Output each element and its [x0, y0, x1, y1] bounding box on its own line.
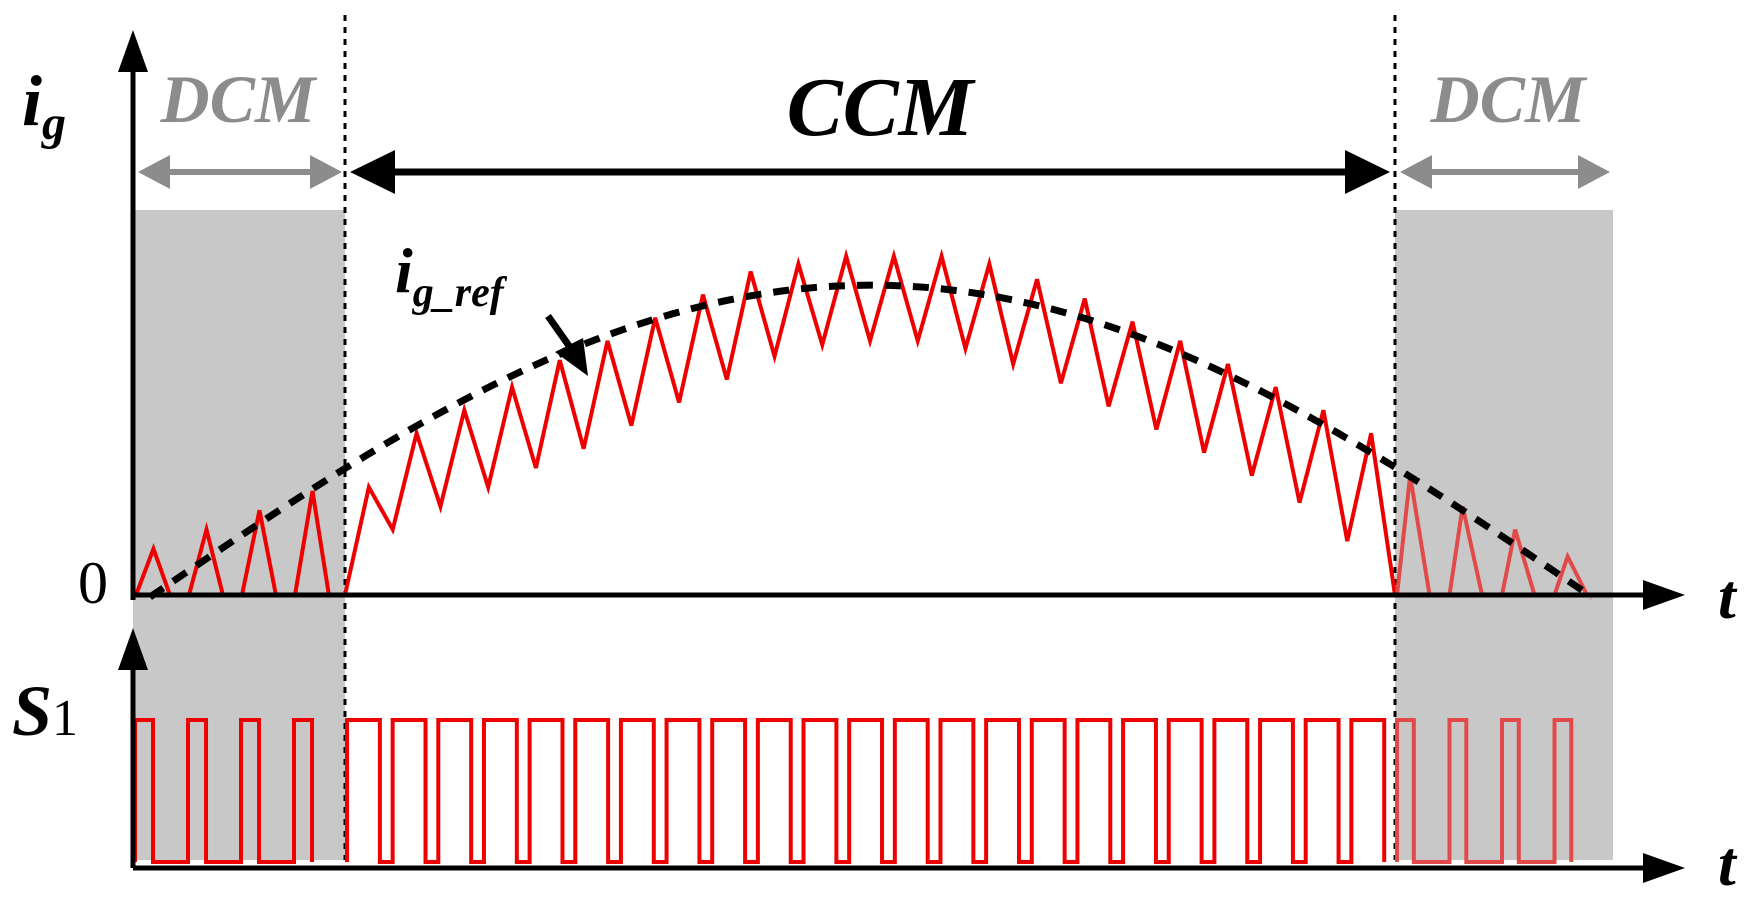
reference-current-curve	[148, 281, 1594, 600]
y-axis-label-bottom: S1	[12, 671, 78, 751]
dcm-left-current-pulse	[134, 542, 172, 596]
y-axis-top-arrow	[118, 30, 148, 72]
reference-sine	[148, 281, 1594, 600]
dcm-right-label: DCM	[1430, 61, 1588, 137]
ccm-switch-pulses	[345, 718, 1387, 864]
x-axis-bottom-arrow	[1643, 853, 1685, 883]
inductor-current-waveform	[134, 248, 1589, 596]
y-axis-label-top: ig	[22, 61, 66, 150]
ref-pointer-arrow	[545, 313, 588, 376]
dcm-right-current-pulse	[1552, 551, 1589, 596]
dcm-left-span-arrow	[138, 155, 342, 189]
ccm-span-arrow	[350, 150, 1390, 194]
t-label-top: t	[1718, 561, 1738, 632]
dcm-right-span-arrow	[1400, 155, 1610, 189]
ref-label: ig_ref	[395, 235, 508, 316]
ccm-current-ripple	[343, 248, 1397, 596]
zero-label: 0	[78, 550, 108, 616]
ccm-label: CCM	[787, 61, 977, 154]
dcm-left-label: DCM	[160, 61, 318, 137]
y-axis-bottom-arrow	[118, 628, 148, 670]
dcm-left-current-pulse	[293, 490, 331, 596]
t-label-bottom: t	[1718, 828, 1738, 899]
x-axis-top-arrow	[1643, 580, 1685, 610]
dcm-left-current-pulse	[240, 509, 278, 596]
dcm-left-current-pulse	[187, 521, 225, 596]
dcm-right-switch-pulses	[1395, 718, 1574, 864]
dcm-right-current-pulse	[1500, 528, 1537, 596]
dcm-left-switch-pulses	[133, 718, 315, 864]
switching-signal-waveform	[133, 718, 1574, 864]
